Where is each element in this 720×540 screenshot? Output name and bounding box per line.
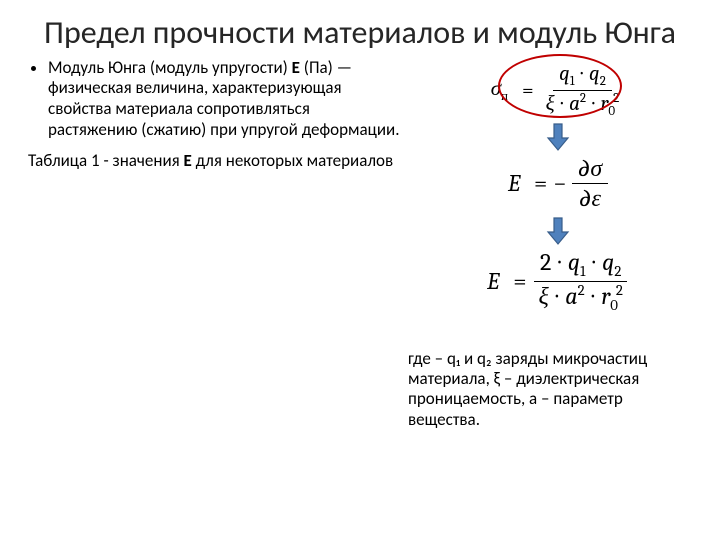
f3-dot0: ∙ <box>551 248 568 276</box>
f1-dot3: ∙ <box>586 92 600 116</box>
f3-2: 2 <box>540 248 551 276</box>
f3-q2-sub: 2 <box>614 263 621 280</box>
f1-lhs: σп <box>491 76 516 104</box>
f1-q2-sub: 2 <box>600 74 606 89</box>
f3-r: r <box>601 282 610 310</box>
f3-a-sup: 2 <box>578 282 585 299</box>
f1-sigma-sub: п <box>501 90 508 105</box>
f2-lhs: E <box>508 169 528 197</box>
content-row: Модуль Юнга (модуль упругости) Е (Па) — … <box>0 52 720 430</box>
f1-dot2: ∙ <box>555 92 569 116</box>
f2-num: ∂σ <box>572 154 609 184</box>
bullet-list: Модуль Юнга (модуль упругости) Е (Па) — … <box>28 58 400 141</box>
f1-dot1: ∙ <box>575 62 589 86</box>
f3-dot1: ∙ <box>586 248 603 276</box>
caption-suffix: для некоторых материалов <box>192 150 393 171</box>
f3-q2: q <box>602 248 614 276</box>
bullet-bold-E: Е <box>292 57 300 78</box>
legend-text: где – q₁ и q₂ заряды микрочастиц материа… <box>408 349 668 431</box>
f2-minus: − <box>553 169 571 197</box>
f3-num: 2 ∙ q1 ∙ q2 <box>534 248 627 282</box>
formula-E-full: E = 2 ∙ q1 ∙ q2 ξ ∙ a2 ∙ r02 <box>408 248 708 314</box>
f3-q1: q <box>568 248 580 276</box>
f1-sigma: σ <box>491 77 501 101</box>
f1-a: a <box>569 92 580 116</box>
arrow-down-2 <box>408 216 708 246</box>
formula1-block: σп = q1 ∙ q2 ξ ∙ a2 ∙ r02 <box>408 62 708 120</box>
f1-r-sup: 2 <box>613 91 619 106</box>
caption-prefix: Таблица 1 - значения <box>28 150 184 171</box>
f3-eq: = <box>507 267 532 295</box>
f1-num: q1 ∙ q2 <box>553 62 612 91</box>
f3-lhs: E <box>487 267 507 295</box>
right-column: σп = q1 ∙ q2 ξ ∙ a2 ∙ r02 <box>408 58 708 430</box>
bullet-item: Модуль Юнга (модуль упругости) Е (Па) — … <box>48 58 400 141</box>
f3-dot3: ∙ <box>585 282 602 310</box>
f1-frac: q1 ∙ q2 ξ ∙ a2 ∙ r02 <box>540 62 626 120</box>
formula-sigma: σп = q1 ∙ q2 ξ ∙ a2 ∙ r02 <box>408 62 708 120</box>
f1-xi: ξ <box>546 92 555 116</box>
arrow-down-1 <box>408 122 708 152</box>
f2-den: ∂ε <box>573 184 607 213</box>
f1-den: ξ ∙ a2 ∙ r02 <box>540 91 626 120</box>
left-column: Модуль Юнга (модуль упругости) Е (Па) — … <box>28 58 408 430</box>
f1-q1: q <box>559 62 570 86</box>
formula-E-derivative: E = − ∂σ ∂ε <box>408 154 708 213</box>
f2-frac: ∂σ ∂ε <box>572 154 609 213</box>
f3-den: ξ ∙ a2 ∙ r02 <box>533 282 629 315</box>
down-arrow-icon <box>546 122 570 152</box>
f1-eq: = <box>516 79 540 103</box>
f3-frac: 2 ∙ q1 ∙ q2 ξ ∙ a2 ∙ r02 <box>533 248 629 314</box>
f3-r-sup: 2 <box>616 282 623 299</box>
f3-dot2: ∙ <box>549 282 566 310</box>
slide: Предел прочности материалов и модуль Юнг… <box>0 0 720 540</box>
down-arrow-icon <box>546 216 570 246</box>
f1-q2: q <box>589 62 600 86</box>
f3-a: a <box>565 282 577 310</box>
caption-bold-E: Е <box>184 150 192 171</box>
f3-xi: ξ <box>539 282 549 310</box>
f3-r-sub: 0 <box>610 297 618 314</box>
slide-title: Предел прочности материалов и модуль Юнг… <box>0 0 720 52</box>
bullet-prefix: Модуль Юнга (модуль упругости) <box>48 57 292 78</box>
f2-eq: = <box>528 169 553 197</box>
table-caption: Таблица 1 - значения Е для некоторых мат… <box>28 151 400 172</box>
